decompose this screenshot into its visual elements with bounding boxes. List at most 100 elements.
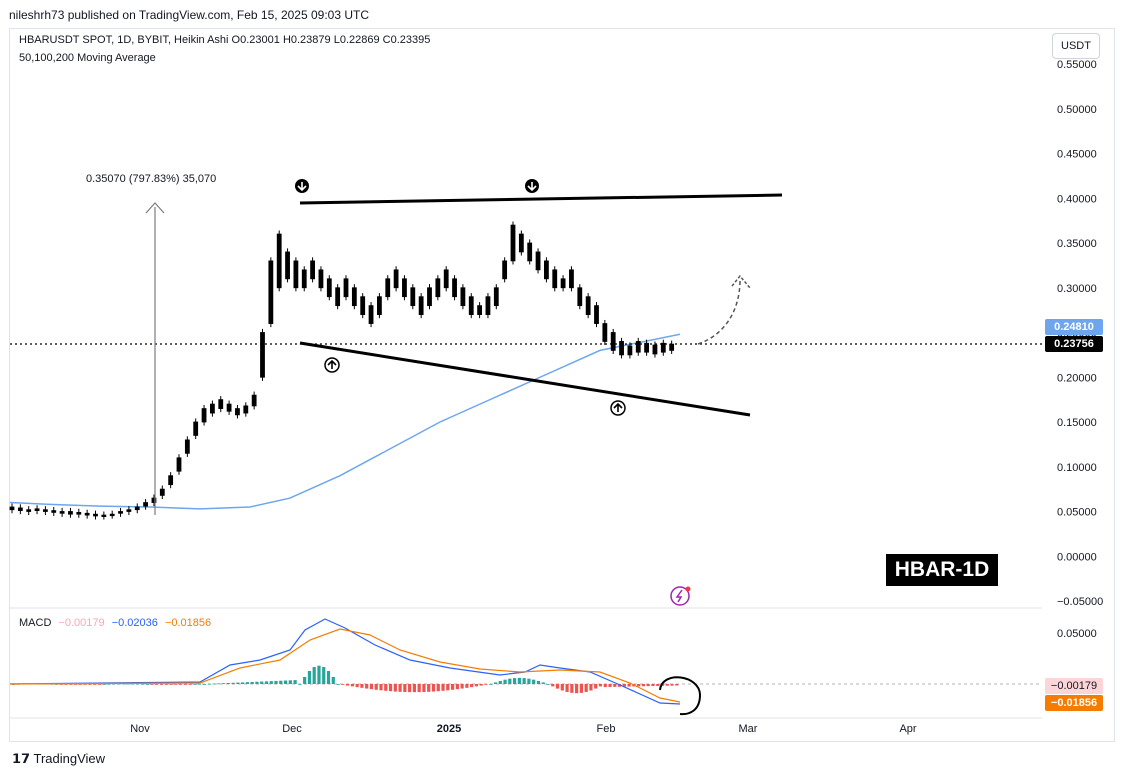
macd-histogram-bar [83,684,87,685]
macd-histogram-bar [470,684,474,688]
macd-histogram-bar [489,684,493,685]
candle-body [76,511,82,515]
candle-body [427,287,432,307]
candle-body [326,278,332,298]
macd-histogram-bar [241,682,245,684]
candle-body [443,269,449,289]
macd-histogram-bar [193,683,197,685]
candle-body [285,251,290,280]
macd-legend[interactable]: MACD −0.00179 −0.02036 −0.01856 [19,617,211,629]
time-axis-label: Apr [899,723,916,735]
macd-histogram-bar [431,684,436,692]
upper-trendline[interactable] [299,193,783,205]
candle-body [569,269,574,289]
macd-histogram-bar [474,684,479,687]
price-axis-label: 0.05000 [1057,507,1097,519]
candle-body [226,403,232,412]
macd-histogram-bar [460,684,464,689]
candle-body [619,341,624,356]
price-axis-label: 0.00000 [1057,551,1097,563]
macd-hist-tag: −0.00179 [1045,678,1103,694]
macd-histogram-bar [570,684,574,693]
chart-frame [9,28,1115,742]
candle-body [351,287,357,307]
candle-body [376,296,382,316]
macd-histogram-bar [546,684,550,685]
macd-histogram-bar [408,684,412,693]
macd-histogram-bar [336,684,340,685]
macd-histogram-bar [598,684,603,687]
candles [9,221,675,520]
macd-histogram-bar [217,683,221,685]
macd-histogram-bar [365,684,369,689]
macd-signal-tag: −0.01856 [1045,695,1103,711]
candle-body [360,296,366,316]
candle-body [535,251,541,271]
candle-body [335,287,341,307]
macd-histogram-bar [88,684,92,685]
macd-histogram-bar [279,680,283,684]
tradingview-logo[interactable]: 𝟭𝟳 TradingView [12,751,105,767]
candle-body [310,260,316,280]
macd-histogram-bar [260,681,264,684]
candle-body [251,394,257,407]
macd-histogram-bar [369,684,374,690]
macd-histogram-bar [69,684,73,685]
macd-histogram-bar [608,684,612,687]
tv-logo-icon: 𝟭𝟳 [12,751,31,766]
macd-histogram-bar [145,683,149,685]
macd-histogram-bar [269,681,273,684]
macd-histogram-bar [627,684,631,687]
macd-histogram-bar [112,683,116,685]
macd-histogram-bar [346,684,350,686]
candle-body [143,502,149,507]
candle-body [151,497,157,503]
candle-body [51,510,57,513]
candle-body [577,287,583,307]
candle-body [669,343,675,351]
macd-histogram-bar [226,682,230,684]
candle-body [201,408,207,423]
candle-body [109,513,115,517]
projection-arrow-head [731,274,751,289]
currency-button[interactable]: USDT [1052,33,1100,59]
candle-body [159,488,165,496]
lower-trendline[interactable] [299,341,751,417]
time-axis-label: Feb [597,723,616,735]
time-axis-label: Mar [739,723,758,735]
candle-body [585,296,591,316]
macd-histogram-bar [179,684,183,685]
macd-histogram-bar [436,684,440,692]
price-axis-label: 0.45000 [1057,149,1097,161]
macd-histogram-bar [508,678,512,684]
macd-histogram-bar [283,680,288,684]
lightning-icon[interactable] [670,586,691,606]
price-axis-label: 0.35000 [1057,238,1097,250]
macd-histogram-bar [174,684,178,685]
candle-body [193,421,199,436]
ma-legend[interactable]: 50,100,200 Moving Average [19,52,156,64]
candle-body [59,511,65,514]
macd-histogram-bar [374,684,378,690]
candle-body [610,332,616,351]
measure-arrow-head [145,202,165,214]
macd-histogram-bar [183,684,187,685]
candle-body [418,296,424,316]
candle-body [660,342,666,353]
macd-histogram-bar [594,684,598,689]
macd-histogram-bar [131,683,135,685]
macd-histogram-bar [675,684,679,686]
candle-body [644,342,649,353]
candle-body [502,260,508,280]
price-axis-label: 0.30000 [1057,283,1097,295]
candle-body [126,509,132,512]
macd-histogram-bar [150,684,154,685]
macd-histogram-bar [164,684,168,685]
macd-histogram-bar [575,684,579,694]
ma-price-tag: 0.24810 [1045,319,1103,335]
price-axis-label: 0.55000 [1057,59,1097,71]
macd-histogram-bar [656,684,660,686]
price-axis-label: 0.20000 [1057,372,1097,384]
macd-histogram-bar [417,684,421,693]
up-arrow-icon [324,357,340,373]
